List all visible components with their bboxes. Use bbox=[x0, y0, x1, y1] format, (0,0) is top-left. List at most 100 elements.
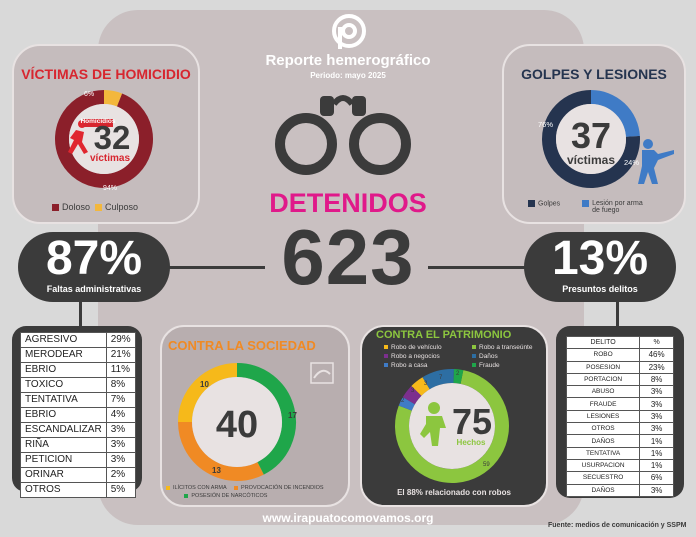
golpes-slice-0 bbox=[542, 90, 640, 188]
legend-item-fraude: Fraude bbox=[472, 361, 500, 370]
faltas-pill bbox=[18, 232, 170, 302]
table-row: ROBO 46% bbox=[565, 348, 674, 362]
legend-swatch-fraude bbox=[472, 363, 476, 368]
legend-label-doloso: Doloso bbox=[62, 202, 91, 212]
table-row: ORINAR 2% bbox=[20, 467, 136, 483]
falta-pct: 7% bbox=[105, 392, 136, 408]
legend-label-incendios: PROVOCACIÓN DE INCENDIOS bbox=[241, 485, 324, 491]
table-row: EBRIO 4% bbox=[20, 407, 136, 423]
website-link[interactable]: www.irapuatocomovamos.org bbox=[262, 511, 434, 525]
faltas-label: Faltas administrativas bbox=[46, 284, 142, 294]
falta-pct: 3% bbox=[105, 437, 136, 453]
legend-swatch-negocios bbox=[384, 354, 388, 359]
table-row: RIÑA 3% bbox=[20, 437, 136, 453]
legend-swatch-doloso bbox=[52, 204, 59, 212]
table-row: OTROS 3% bbox=[565, 422, 674, 436]
falta-name: ORINAR bbox=[20, 467, 107, 483]
patrimonio-center-value: 75 bbox=[451, 401, 493, 442]
falta-pct: 8% bbox=[105, 377, 136, 393]
falta-pct: 21% bbox=[105, 347, 136, 363]
table-row: DAÑOS 3% bbox=[565, 483, 674, 497]
legend-item-negocios: Robo a negocios bbox=[384, 352, 440, 361]
table-header: % bbox=[639, 335, 674, 350]
delito-name: OTROS bbox=[565, 422, 641, 436]
delito-name: POSESION bbox=[565, 360, 641, 374]
legend-label-ilicitos: ILÍCITOS CON ARMA bbox=[173, 485, 227, 491]
delito-pct: 1% bbox=[639, 458, 674, 473]
patrimonio-slice-label-vehiculo: 3 bbox=[424, 381, 428, 387]
falta-name: TOXICO bbox=[20, 377, 107, 393]
patrimonio-note: El 88% relacionado con robos bbox=[397, 488, 511, 497]
delitos-pct: 13% bbox=[551, 232, 649, 285]
donut-hole bbox=[192, 377, 282, 467]
legend-swatch-casa bbox=[384, 363, 388, 368]
sociedad-slice-0 bbox=[236, 363, 296, 475]
detenidos-total: 623 bbox=[281, 213, 415, 301]
falta-name: ESCANDALIZAR bbox=[20, 422, 107, 438]
legend-item-vehiculo: Robo de vehículo bbox=[384, 343, 442, 352]
golpes-slice-label-arma: 24% bbox=[624, 158, 640, 167]
patrimonio-slice-2 bbox=[402, 385, 422, 405]
report-title: Reporte hemerográfico bbox=[265, 52, 431, 69]
delitos-pill bbox=[524, 232, 676, 302]
falta-name: TENTATIVA bbox=[20, 392, 107, 408]
homicidio-center-unit: víctimas bbox=[89, 153, 131, 164]
delito-pct: 8% bbox=[639, 372, 674, 387]
sociedad-slice-label-green: 17 bbox=[288, 411, 297, 420]
faltas-pct: 87% bbox=[45, 232, 143, 285]
falta-name: OTROS bbox=[20, 482, 107, 498]
patrimonio-slice-3 bbox=[411, 377, 430, 396]
legend-label-casa: Robo a casa bbox=[391, 362, 428, 369]
patrimonio-slice-label-negocios: 3 bbox=[411, 388, 415, 394]
legend-label-transeunte: Robo a transeúnte bbox=[479, 344, 533, 351]
sociedad-slice-1 bbox=[178, 421, 264, 481]
patrimonio-slice-label-fraude: 2 bbox=[456, 371, 460, 377]
falta-name: EBRIO bbox=[20, 407, 107, 423]
patrimonio-slice-label-casa: 2 bbox=[401, 398, 405, 404]
delito-pct: 3% bbox=[639, 422, 674, 436]
donut-hole bbox=[556, 104, 626, 174]
legend-swatch-transeunte bbox=[472, 345, 476, 350]
legend-swatch-narcoticos bbox=[184, 493, 189, 498]
delito-name: ROBO bbox=[565, 348, 641, 362]
delito-pct: 3% bbox=[639, 483, 674, 497]
report-period: Periodo: mayo 2025 bbox=[310, 71, 386, 80]
legend-swatch-vehiculo bbox=[384, 345, 388, 350]
table-header-row: DELITO% bbox=[565, 335, 674, 350]
detenidos-label: DETENIDOS bbox=[269, 188, 427, 218]
source-note: Fuente: medios de comunicación y SSPM bbox=[548, 522, 687, 529]
homicidio-slice-1 bbox=[103, 90, 123, 107]
delito-name: SECUESTRO bbox=[565, 471, 641, 485]
golpes-donut bbox=[542, 90, 640, 188]
legend-label-narcoticos: POSESIÓN DE NARCÓTICOS bbox=[191, 493, 268, 499]
thief-icon bbox=[420, 402, 446, 446]
table-row: USURPACION 1% bbox=[565, 458, 674, 473]
table-row: DAÑOS 1% bbox=[565, 434, 674, 448]
legend-label-vehiculo: Robo de vehículo bbox=[391, 344, 442, 351]
falta-pct: 5% bbox=[105, 482, 136, 498]
sociedad-title: CONTRA LA SOCIEDAD bbox=[168, 338, 316, 353]
legend-swatch-danos bbox=[472, 354, 476, 359]
table-row: AGRESIVO 29% bbox=[20, 332, 136, 348]
table-header: DELITO bbox=[565, 335, 641, 350]
delito-name: DAÑOS bbox=[565, 483, 641, 497]
golpes-center-value: 37 bbox=[570, 115, 612, 156]
legend-swatch-incendios bbox=[234, 485, 239, 490]
legend-item-danos: Daños bbox=[472, 352, 498, 361]
homicidio-slice-label-doloso: 94% bbox=[103, 185, 118, 192]
table-row: LESIONES 3% bbox=[565, 409, 674, 424]
legend-swatch-arma bbox=[582, 200, 590, 207]
legend-label-arma: Lesión por arma de fuego bbox=[592, 200, 643, 214]
table-row: POSESION 23% bbox=[565, 360, 674, 374]
table-row: PORTACION 8% bbox=[565, 372, 674, 387]
legend-swatch-golpes bbox=[528, 200, 535, 207]
delito-pct: 23% bbox=[639, 360, 674, 374]
delito-name: TENTATIVA bbox=[565, 446, 641, 460]
homicidio-title: VÍCTIMAS DE HOMICIDIO bbox=[21, 66, 191, 82]
patrimonio-slice-4 bbox=[422, 369, 454, 390]
sociedad-slice-2 bbox=[178, 363, 238, 423]
delito-pct: 6% bbox=[639, 471, 674, 485]
patrimonio-slice-label-danos: 7 bbox=[439, 375, 443, 381]
delito-name: PORTACION bbox=[565, 372, 641, 387]
golpes-center-unit: víctimas bbox=[566, 153, 616, 167]
